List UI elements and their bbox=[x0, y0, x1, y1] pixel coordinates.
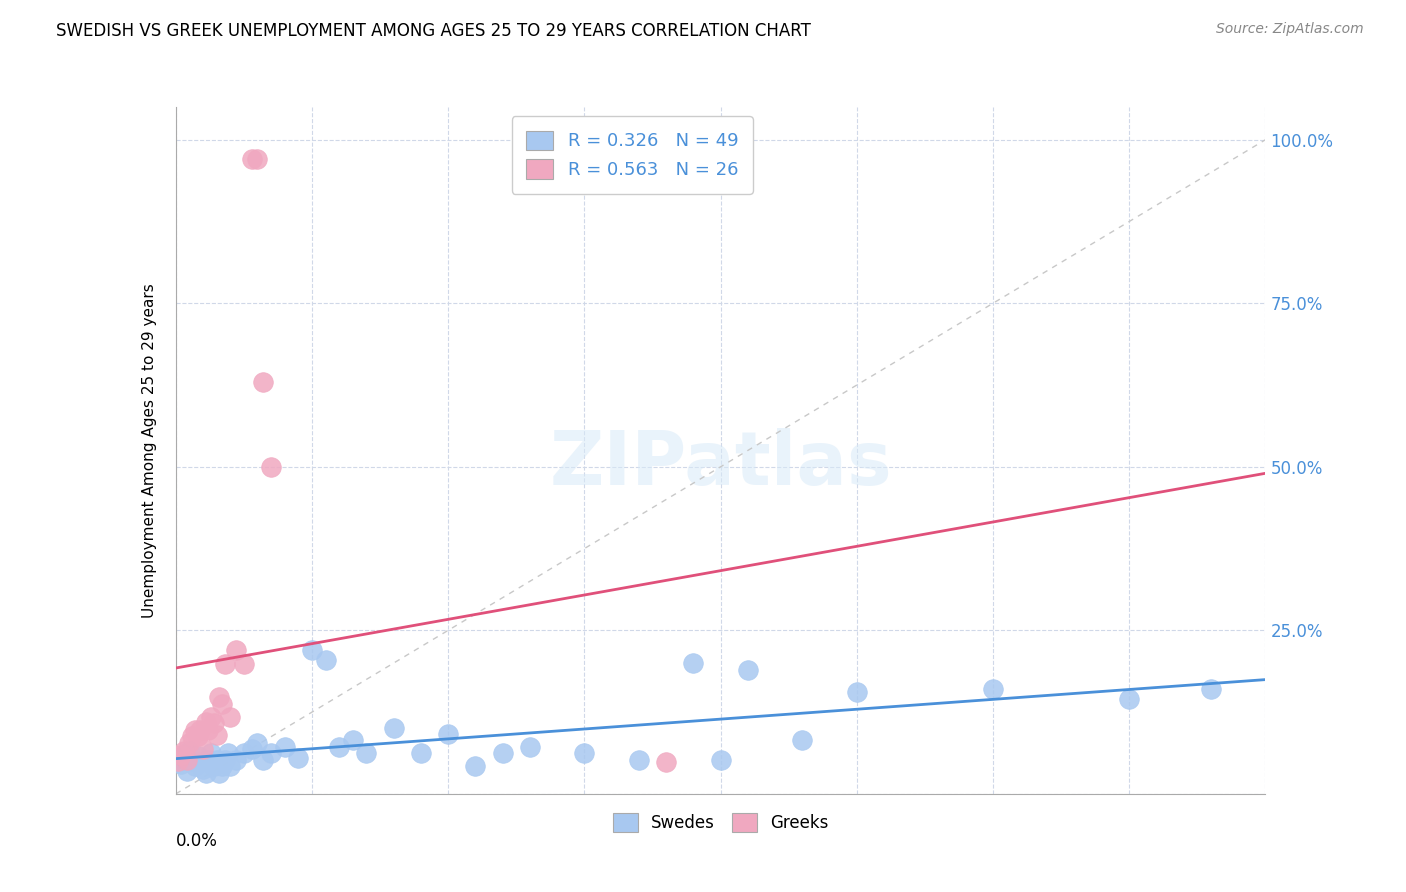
Point bbox=[188, 756, 211, 770]
Point bbox=[208, 690, 231, 704]
Point bbox=[274, 739, 297, 754]
Point bbox=[191, 742, 214, 756]
Point bbox=[197, 753, 219, 767]
Legend: Swedes, Greeks: Swedes, Greeks bbox=[605, 805, 837, 840]
Point bbox=[246, 153, 269, 167]
Point bbox=[519, 739, 541, 754]
Point bbox=[184, 723, 207, 737]
Point bbox=[252, 753, 274, 767]
Point bbox=[464, 759, 486, 773]
Point bbox=[184, 759, 207, 773]
Point bbox=[382, 722, 405, 736]
Point bbox=[176, 764, 198, 778]
Point bbox=[260, 459, 283, 474]
Point bbox=[202, 759, 225, 773]
Point bbox=[246, 736, 269, 750]
Point bbox=[200, 747, 222, 761]
Point bbox=[217, 747, 239, 761]
Point bbox=[188, 723, 211, 737]
Point bbox=[214, 657, 236, 672]
Point bbox=[409, 747, 432, 761]
Point bbox=[179, 736, 201, 750]
Point bbox=[167, 754, 190, 768]
Point bbox=[173, 747, 195, 762]
Point bbox=[287, 751, 309, 765]
Point bbox=[792, 733, 814, 747]
Point bbox=[260, 747, 283, 761]
Point bbox=[173, 744, 195, 758]
Text: 0.0%: 0.0% bbox=[176, 831, 218, 850]
Point bbox=[240, 153, 263, 167]
Point bbox=[211, 759, 233, 773]
Point bbox=[200, 709, 222, 723]
Point bbox=[214, 753, 236, 767]
Point bbox=[737, 663, 759, 677]
Point bbox=[232, 747, 254, 761]
Point bbox=[167, 751, 190, 765]
Point bbox=[682, 656, 704, 670]
Point bbox=[194, 714, 217, 729]
Text: SWEDISH VS GREEK UNEMPLOYMENT AMONG AGES 25 TO 29 YEARS CORRELATION CHART: SWEDISH VS GREEK UNEMPLOYMENT AMONG AGES… bbox=[56, 22, 811, 40]
Point bbox=[301, 643, 323, 657]
Point bbox=[710, 753, 733, 767]
Point bbox=[186, 729, 209, 743]
Point bbox=[252, 375, 274, 389]
Text: Source: ZipAtlas.com: Source: ZipAtlas.com bbox=[1216, 22, 1364, 37]
Point bbox=[328, 739, 350, 754]
Point bbox=[1199, 682, 1222, 697]
Point bbox=[342, 733, 364, 747]
Point bbox=[202, 716, 225, 731]
Point bbox=[356, 747, 378, 761]
Point bbox=[225, 753, 247, 767]
Point bbox=[170, 747, 193, 762]
Point bbox=[437, 727, 460, 741]
Point bbox=[208, 766, 231, 780]
Point bbox=[191, 762, 214, 776]
Point bbox=[845, 685, 868, 699]
Point bbox=[219, 759, 242, 773]
Point bbox=[194, 766, 217, 780]
Point bbox=[981, 682, 1004, 697]
Point bbox=[655, 756, 678, 770]
Point bbox=[181, 754, 204, 768]
Y-axis label: Unemployment Among Ages 25 to 29 years: Unemployment Among Ages 25 to 29 years bbox=[142, 283, 157, 618]
Point bbox=[574, 747, 596, 761]
Point bbox=[240, 742, 263, 756]
Point bbox=[205, 753, 228, 767]
Point bbox=[186, 748, 209, 763]
Point bbox=[170, 757, 193, 772]
Point bbox=[197, 723, 219, 737]
Point bbox=[627, 753, 650, 767]
Point bbox=[181, 729, 204, 743]
Point bbox=[211, 697, 233, 711]
Point bbox=[232, 657, 254, 672]
Point bbox=[492, 747, 515, 761]
Point bbox=[179, 744, 201, 758]
Point bbox=[176, 753, 198, 767]
Point bbox=[225, 643, 247, 657]
Point bbox=[219, 709, 242, 723]
Point bbox=[315, 653, 337, 667]
Text: ZIPatlas: ZIPatlas bbox=[550, 427, 891, 500]
Point bbox=[1118, 692, 1140, 706]
Point bbox=[205, 728, 228, 742]
